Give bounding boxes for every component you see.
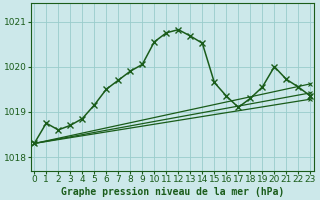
X-axis label: Graphe pression niveau de la mer (hPa): Graphe pression niveau de la mer (hPa) (61, 186, 284, 197)
